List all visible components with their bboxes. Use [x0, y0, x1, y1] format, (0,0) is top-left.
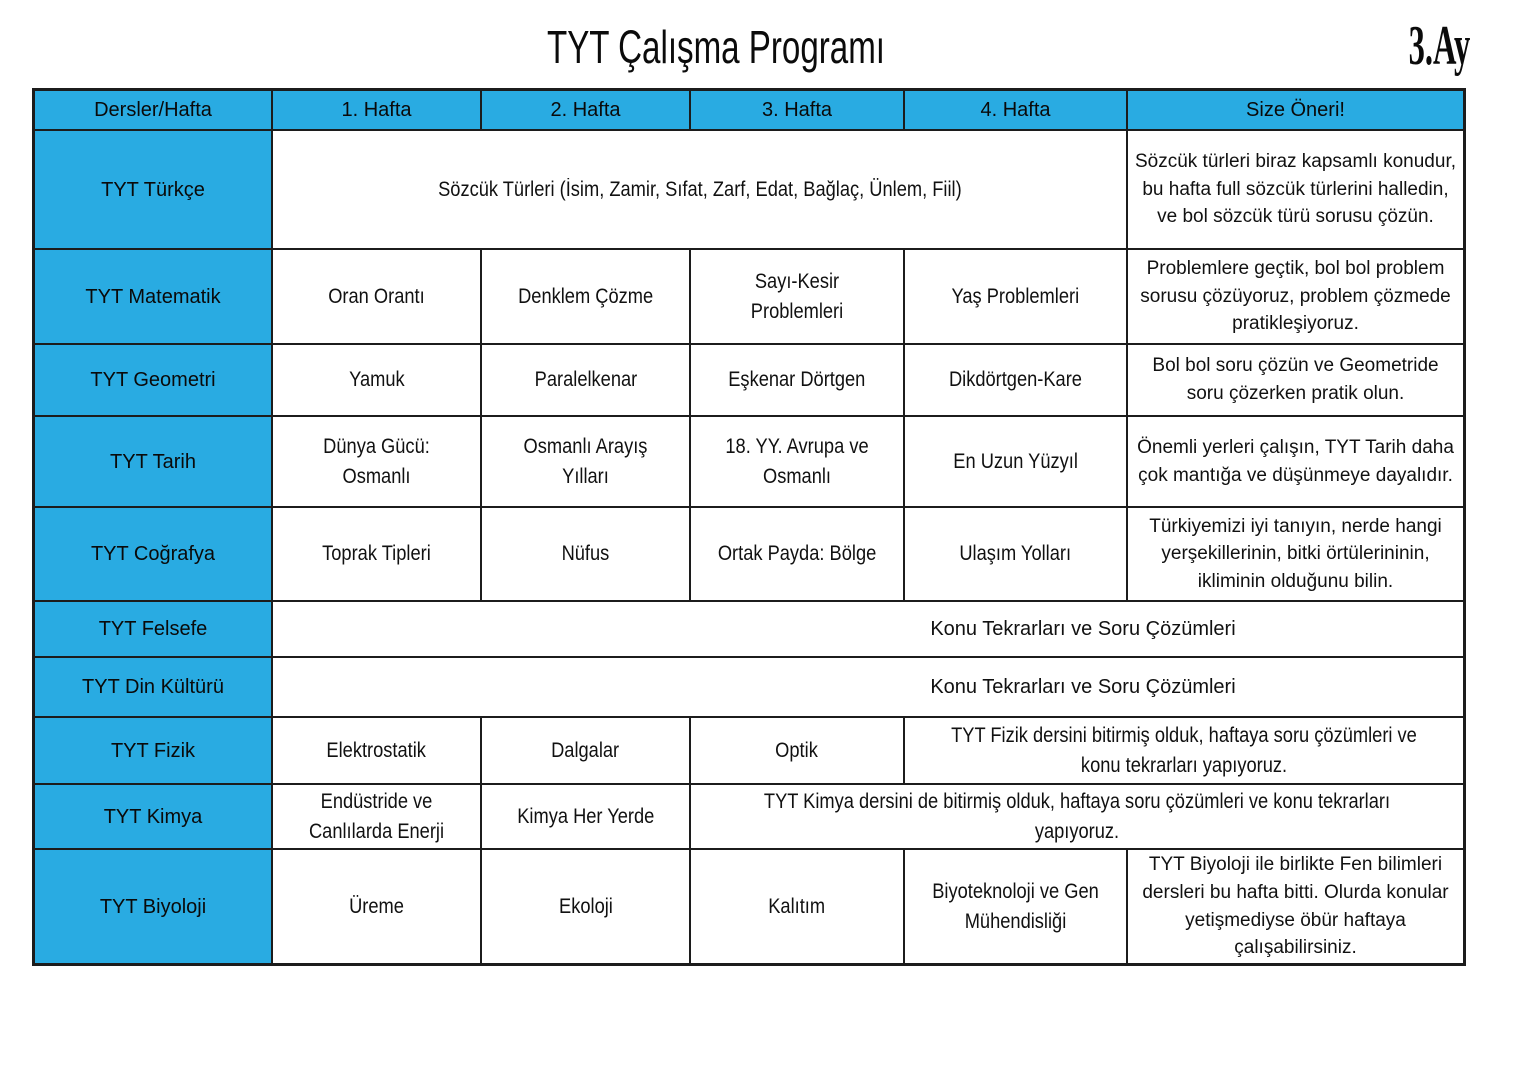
tarih-week3: 18. YY. Avrupa ve Osmanlı	[691, 417, 903, 506]
biyoloji-week4: Biyoteknoloji ve Gen Mühendisliği	[905, 850, 1126, 963]
row-label-geometri: TYT Geometri	[35, 345, 271, 415]
row-label-biyoloji: TYT Biyoloji	[35, 850, 271, 963]
matematik-oneri: Problemlere geçtik, bol bol problem soru…	[1128, 250, 1463, 343]
geometri-oneri: Bol bol soru çözün ve Geometride soru çö…	[1128, 345, 1463, 415]
cografya-week3: Ortak Payda: Bölge	[691, 508, 903, 600]
geometri-week3: Eşkenar Dörtgen	[691, 345, 903, 415]
geometri-week2: Paralelkenar	[482, 345, 689, 415]
schedule-table: Dersler/Hafta 1. Hafta 2. Hafta 3. Hafta…	[32, 88, 1466, 966]
row-label-cografya: TYT Coğrafya	[35, 508, 271, 600]
header-week-2: 2. Hafta	[482, 91, 689, 129]
turkce-oneri: Sözcük türleri biraz kapsamlı konudur, b…	[1128, 131, 1463, 248]
biyoloji-week2: Ekoloji	[482, 850, 689, 963]
row-label-kimya: TYT Kimya	[35, 785, 271, 848]
header-dersler-hafta: Dersler/Hafta	[35, 91, 271, 129]
fizik-week3: Optik	[691, 718, 903, 783]
geometri-week1: Yamuk	[273, 345, 480, 415]
row-label-fizik: TYT Fizik	[35, 718, 271, 783]
felsefe-merged: Konu Tekrarları ve Soru Çözümleri	[273, 602, 1463, 656]
fizik-week2: Dalgalar	[482, 718, 689, 783]
tarih-week1: Dünya Gücü: Osmanlı	[273, 417, 480, 506]
row-label-matematik: TYT Matematik	[35, 250, 271, 343]
header-week-4: 4. Hafta	[905, 91, 1126, 129]
header-size-oneri: Size Öneri!	[1128, 91, 1463, 129]
month-label: 3.Ay	[1408, 15, 1470, 77]
matematik-week3: Sayı-Kesir Problemleri	[691, 250, 903, 343]
tarih-week2: Osmanlı Arayış Yılları	[482, 417, 689, 506]
biyoloji-oneri: TYT Biyoloji ile birlikte Fen bilimleri …	[1128, 850, 1463, 963]
kimya-week2: Kimya Her Yerde	[482, 785, 689, 848]
turkce-weeks-merged: Sözcük Türleri (İsim, Zamir, Sıfat, Zarf…	[273, 131, 1126, 248]
biyoloji-week3: Kalıtım	[691, 850, 903, 963]
geometri-week4: Dikdörtgen-Kare	[905, 345, 1126, 415]
cografya-week2: Nüfus	[482, 508, 689, 600]
page-title: TYT Çalışma Programı	[546, 21, 886, 73]
biyoloji-week1: Üreme	[273, 850, 480, 963]
cografya-week4: Ulaşım Yolları	[905, 508, 1126, 600]
tarih-oneri: Önemli yerleri çalışın, TYT Tarih daha ç…	[1128, 417, 1463, 506]
kimya-merged: TYT Kimya dersini de bitirmiş olduk, haf…	[691, 785, 1463, 848]
header-week-3: 3. Hafta	[691, 91, 903, 129]
matematik-week1: Oran Orantı	[273, 250, 480, 343]
row-label-turkce: TYT Türkçe	[35, 131, 271, 248]
header-week-1: 1. Hafta	[273, 91, 480, 129]
matematik-week4: Yaş Problemleri	[905, 250, 1126, 343]
cografya-oneri: Türkiyemizi iyi tanıyın, nerde hangi yer…	[1128, 508, 1463, 600]
kimya-week1: Endüstride ve Canlılarda Enerji	[273, 785, 480, 848]
row-label-din-kulturu: TYT Din Kültürü	[35, 658, 271, 716]
matematik-week2: Denklem Çözme	[482, 250, 689, 343]
row-label-felsefe: TYT Felsefe	[35, 602, 271, 656]
fizik-week1: Elektrostatik	[273, 718, 480, 783]
tarih-week4: En Uzun Yüzyıl	[905, 417, 1126, 506]
din-kulturu-merged: Konu Tekrarları ve Soru Çözümleri	[273, 658, 1463, 716]
fizik-merged: TYT Fizik dersini bitirmiş olduk, haftay…	[905, 718, 1463, 783]
cografya-week1: Toprak Tipleri	[273, 508, 480, 600]
row-label-tarih: TYT Tarih	[35, 417, 271, 506]
